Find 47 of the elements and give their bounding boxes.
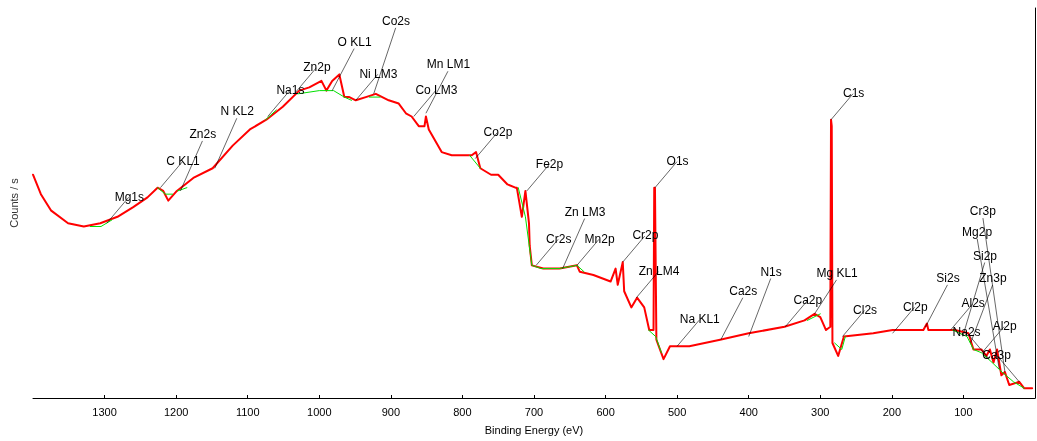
annotation: Al2p — [992, 318, 1018, 333]
annotation: Fe2p — [535, 157, 564, 172]
annotation: O KL1 — [337, 34, 372, 49]
x-tick-label: 100 — [954, 405, 973, 418]
x-tick-label: 1100 — [235, 405, 260, 418]
annotation: N1s — [760, 264, 782, 279]
x-tick-label: 800 — [453, 405, 472, 418]
annotation: Na1s — [276, 82, 305, 97]
x-tick-label: 1000 — [307, 405, 332, 418]
annotation: Cl2s — [853, 302, 878, 317]
annotation: Ca2p — [793, 293, 823, 308]
annotation: Zn3p — [979, 271, 1007, 286]
annotation: Ca2s — [729, 283, 758, 298]
annotation: C KL1 — [166, 153, 201, 168]
x-tick-label: 600 — [596, 405, 615, 418]
x-tick-label: 300 — [811, 405, 830, 418]
annotation: O1s — [666, 153, 689, 168]
annotation: Cr3p — [969, 204, 997, 219]
annotation: Mg2p — [962, 224, 993, 239]
annotation: Si2p — [972, 248, 998, 263]
x-tick-label: 400 — [739, 405, 758, 418]
annotation: C1s — [843, 85, 865, 100]
x-axis-title: Binding Energy (eV) — [484, 423, 584, 436]
x-tick-label: 200 — [882, 405, 902, 418]
annotation: Cl2p — [902, 299, 928, 314]
annotation: Cr2s — [546, 231, 572, 246]
x-tick-label: 500 — [667, 405, 687, 418]
annotation: Co2s — [381, 13, 410, 28]
annotation: N KL2 — [220, 104, 255, 119]
annotation: Zn2s — [189, 127, 217, 141]
x-tick-label: 900 — [381, 405, 401, 418]
annotation: Co2p — [483, 124, 513, 139]
x-tick-label: 700 — [524, 405, 544, 418]
x-tick-label: 1300 — [92, 405, 117, 418]
annotation: Mg1s — [114, 189, 145, 204]
annotation: Al2s — [961, 296, 985, 311]
x-tick-label: 1200 — [163, 405, 189, 418]
annotation: Zn2p — [303, 60, 331, 75]
annotation: Zn LM3 — [564, 204, 606, 219]
annotation: Zn LM4 — [638, 263, 680, 278]
annotation: Si2s — [936, 270, 960, 285]
annotation: Mn LM1 — [426, 57, 471, 72]
annotation: Co LM3 — [415, 82, 458, 97]
annotation: Na KL1 — [679, 312, 721, 327]
annotation: Mn2p — [584, 231, 615, 246]
annotation: Ni LM3 — [359, 66, 398, 81]
y-axis-title: Counts / s — [7, 177, 20, 228]
